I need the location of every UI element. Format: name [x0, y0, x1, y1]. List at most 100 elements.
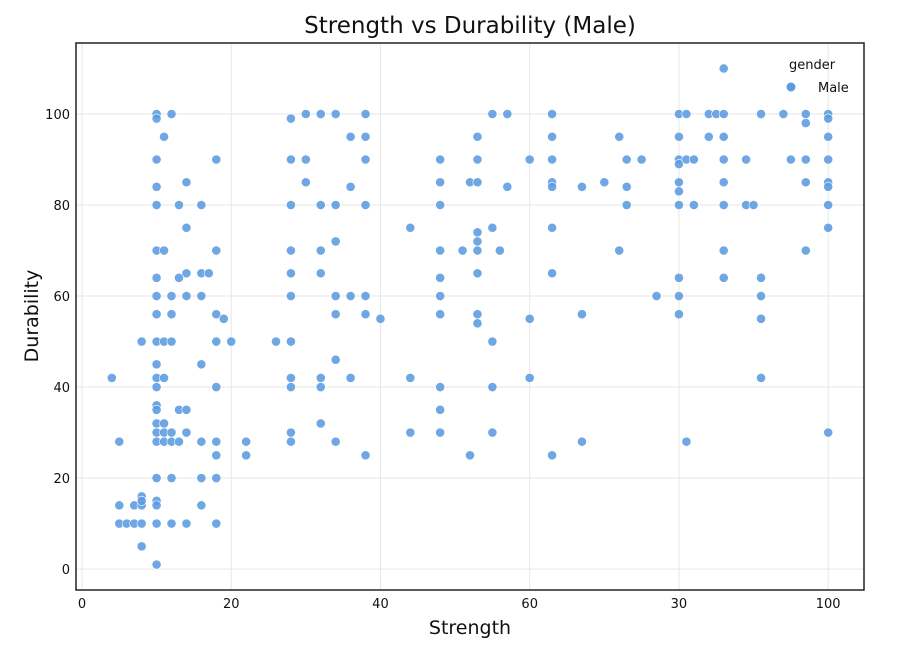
data-point: [547, 450, 557, 461]
data-point: [315, 200, 326, 210]
data-point: [502, 109, 513, 119]
data-point: [211, 336, 222, 347]
data-point: [674, 309, 684, 320]
data-point: [800, 177, 811, 188]
data-point: [472, 309, 483, 320]
data-point: [472, 154, 483, 165]
data-point: [286, 373, 296, 383]
data-point: [674, 159, 684, 169]
data-point: [151, 473, 162, 483]
data-point: [405, 373, 416, 383]
data-point: [286, 382, 296, 392]
data-point: [823, 113, 834, 124]
data-point: [211, 450, 222, 461]
data-point: [218, 313, 229, 324]
data-point: [315, 245, 326, 256]
data-point: [718, 177, 729, 188]
data-point: [136, 541, 147, 552]
data-point: [360, 154, 371, 165]
data-point: [151, 200, 162, 210]
data-point: [472, 236, 483, 247]
data-point: [330, 109, 341, 119]
data-point: [823, 427, 834, 438]
data-point: [159, 418, 169, 429]
data-point: [114, 500, 125, 511]
data-point: [345, 291, 356, 301]
data-point: [211, 309, 222, 320]
data-point: [196, 291, 207, 301]
data-point: [778, 109, 789, 119]
data-point: [577, 436, 587, 447]
data-point: [181, 268, 192, 279]
data-point: [196, 436, 207, 447]
data-point: [315, 268, 326, 279]
data-point: [435, 154, 446, 165]
data-point: [800, 245, 811, 256]
data-point: [756, 373, 766, 383]
data-point: [330, 436, 341, 447]
data-point: [487, 222, 498, 233]
data-point: [547, 131, 557, 142]
data-point: [748, 200, 759, 210]
data-point: [577, 181, 587, 192]
data-point: [636, 154, 647, 165]
data-point: [435, 177, 446, 188]
data-point: [226, 336, 237, 347]
data-point: [800, 109, 811, 119]
data-point: [472, 268, 483, 279]
data-point: [524, 373, 535, 383]
data-point: [487, 336, 498, 347]
data-point: [375, 313, 386, 324]
data-point: [211, 382, 222, 392]
data-point: [151, 359, 162, 370]
data-point: [159, 131, 169, 142]
data-point: [718, 63, 729, 74]
data-point: [674, 272, 684, 283]
data-point: [360, 200, 371, 210]
data-point: [756, 313, 766, 324]
data-point: [547, 181, 557, 192]
data-point: [286, 154, 296, 165]
data-point: [435, 309, 446, 320]
data-point: [345, 373, 356, 383]
y-tick-label: 40: [53, 381, 70, 396]
data-point: [211, 473, 222, 483]
data-point: [785, 154, 796, 165]
x-tick-label: 60: [521, 597, 538, 612]
data-point: [106, 373, 117, 383]
data-point: [151, 404, 162, 415]
data-point: [345, 131, 356, 142]
data-point: [286, 436, 296, 447]
x-axis-ticks: 0 20 40 60 30 100: [78, 597, 841, 612]
data-point: [159, 245, 169, 256]
legend-title: gender: [789, 58, 836, 73]
data-point: [547, 222, 557, 233]
data-point: [151, 500, 162, 511]
data-point: [174, 272, 184, 283]
data-point: [547, 268, 557, 279]
data-point: [330, 309, 341, 320]
data-point: [688, 154, 699, 165]
data-point: [524, 154, 535, 165]
data-point: [823, 154, 834, 165]
data-point: [435, 404, 446, 415]
data-point: [472, 131, 483, 142]
data-point: [286, 113, 296, 124]
data-point: [718, 272, 729, 283]
data-point: [315, 382, 326, 392]
y-axis-ticks: 0 20 40 60 80 100: [45, 108, 70, 578]
y-tick-label: 20: [53, 472, 70, 487]
data-point: [435, 272, 446, 283]
data-point: [166, 518, 177, 529]
data-point: [166, 473, 177, 483]
data-point: [241, 436, 252, 447]
data-point: [823, 222, 834, 233]
data-point: [472, 177, 483, 188]
data-point: [524, 313, 535, 324]
data-point: [718, 109, 729, 119]
y-tick-label: 100: [45, 108, 70, 123]
data-point: [151, 272, 162, 283]
data-point: [136, 495, 147, 506]
data-point: [674, 200, 684, 210]
data-point: [435, 382, 446, 392]
